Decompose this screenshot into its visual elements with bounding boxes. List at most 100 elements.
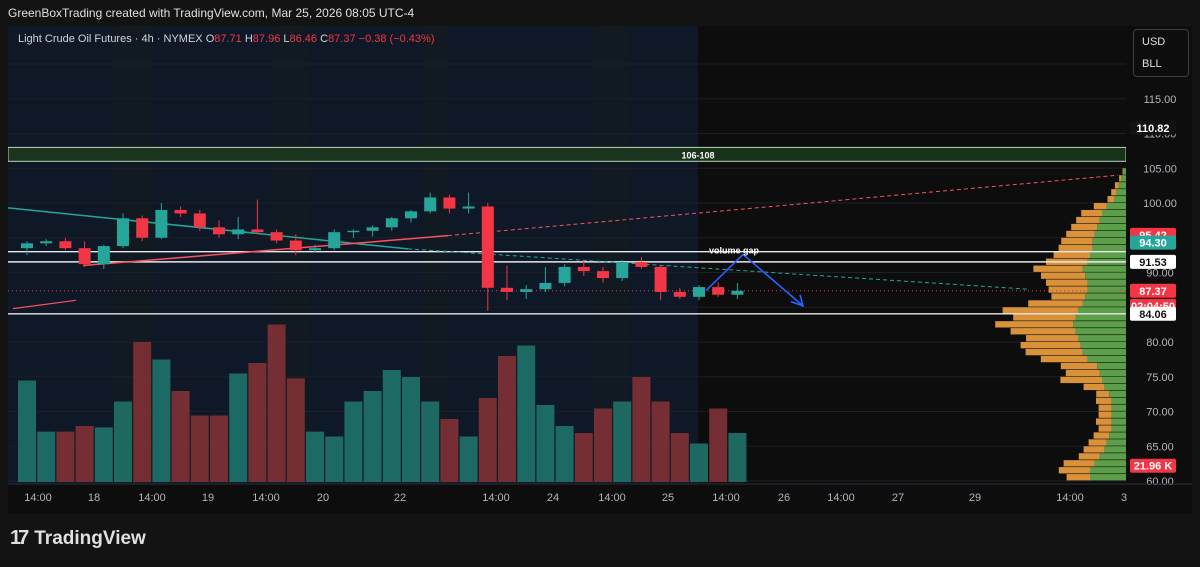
profile-up-row-35 — [1111, 411, 1126, 418]
volume-bar-14 — [286, 378, 305, 482]
profile-up-row-8 — [1097, 223, 1126, 231]
candle-body-12 — [251, 229, 264, 233]
volume-bar-25 — [498, 356, 516, 482]
volume-bar-37 — [728, 433, 747, 482]
volume-bar-5 — [114, 401, 132, 482]
volume-bar-10 — [210, 415, 228, 482]
volume-gap-label: volume gap — [709, 246, 760, 256]
profile-down-row-32 — [1096, 390, 1110, 397]
volume-bar-4 — [94, 427, 113, 482]
profile-down-row-38 — [1093, 432, 1110, 439]
profile-down-row-18 — [1051, 293, 1086, 300]
candle-body-11 — [232, 229, 245, 235]
profile-down-row-22 — [995, 321, 1074, 328]
candle-body-8 — [174, 209, 187, 214]
candle-body-16 — [328, 232, 341, 249]
candles — [21, 192, 744, 311]
profile-up-row-10 — [1092, 237, 1126, 245]
profile-down-row-41 — [1078, 453, 1100, 460]
candle-body-3 — [78, 248, 91, 265]
tradingview-logo[interactable]: 17 TradingView — [10, 527, 146, 550]
time-tick-12: 26 — [778, 492, 790, 504]
candle-body-34 — [673, 291, 686, 297]
candle-body-25 — [501, 287, 513, 292]
chart-canvas[interactable]: 106-108 volume gap 60.00 65.00 70.00 75.00 8… — [8, 26, 1192, 514]
tradingview-mark-icon: 17 — [10, 527, 29, 549]
volume-bar-11 — [229, 373, 248, 482]
volume-bar-21 — [421, 401, 440, 482]
price-badge-bg-6 — [1130, 306, 1176, 321]
profile-up-row-1 — [1121, 175, 1126, 182]
profile-up-row-28 — [1097, 362, 1126, 370]
brand-name: TradingView — [34, 527, 146, 549]
profile-down-row-36 — [1096, 418, 1112, 425]
price-tick-0: 60.00 — [1146, 476, 1174, 488]
profile-up-row-32 — [1109, 390, 1126, 397]
volume-bar-16 — [325, 436, 344, 482]
profile-up-row-44 — [1090, 474, 1126, 481]
profile-up-row-26 — [1082, 348, 1126, 356]
price-tick-6: 90.00 — [1146, 268, 1174, 280]
price-axis: 60.0065.0070.0075.0080.0085.0090.0095.00… — [1126, 26, 1192, 514]
attribution-text: GreenBoxTrading created with TradingView… — [8, 6, 415, 20]
volume-bar-19 — [382, 370, 401, 482]
profile-down-row-21 — [1013, 314, 1076, 321]
price-badge-7: 21.96 K — [1134, 461, 1173, 473]
profile-down-row-5 — [1093, 203, 1107, 210]
arrow-head-icon — [790, 294, 805, 308]
profile-down-row-11 — [1058, 244, 1093, 252]
candle-body-14 — [289, 240, 302, 251]
open-label: O — [205, 33, 215, 45]
profile-down-row-37 — [1098, 425, 1112, 432]
candle-body-15 — [309, 248, 321, 251]
red-short-trendline — [12, 299, 77, 310]
candle-body-22 — [443, 197, 456, 209]
volume-bar-36 — [709, 408, 728, 482]
candle-body-27 — [539, 282, 552, 290]
trendlines — [8, 174, 1119, 310]
volume-bars — [18, 324, 747, 482]
profile-up-row-16 — [1087, 279, 1126, 286]
candle-body-32 — [635, 262, 648, 267]
profile-down-row-31 — [1083, 383, 1105, 391]
profile-down-row-43 — [1058, 467, 1090, 474]
profile-down-row-23 — [1010, 328, 1076, 335]
profile-down-row-26 — [1025, 348, 1083, 356]
high-value: 87.96 — [252, 33, 281, 45]
profile-up-row-34 — [1111, 404, 1126, 411]
profile-up-row-39 — [1106, 439, 1126, 446]
profile-down-row-4 — [1107, 196, 1114, 203]
volume-bar-27 — [536, 405, 555, 482]
currency-unit-selector[interactable]: USD BLL — [1133, 29, 1189, 77]
volume-bar-23 — [459, 436, 478, 482]
profile-up-row-11 — [1092, 244, 1126, 252]
profile-down-row-6 — [1081, 209, 1102, 217]
profile-down-row-20 — [1002, 307, 1078, 314]
symbol-legend[interactable]: Light Crude Oil Futures · 4h · NYMEX O87… — [18, 33, 435, 45]
high-label: H — [244, 33, 253, 45]
unit-label: BLL — [1142, 58, 1162, 70]
profile-up-row-30 — [1102, 376, 1126, 384]
volume-bar-31 — [613, 401, 632, 482]
price-badge-3: 91.53 — [1139, 257, 1167, 269]
time-tick-1: 18 — [88, 492, 100, 504]
profile-up-row-37 — [1111, 425, 1126, 432]
profile-up-row-2 — [1118, 182, 1126, 189]
profile-down-row-28 — [1060, 362, 1098, 370]
time-tick-11: 14:00 — [712, 492, 740, 504]
candle-body-23 — [462, 206, 475, 209]
volume-bar-7 — [152, 359, 171, 482]
profile-up-row-41 — [1099, 453, 1126, 460]
candle-body-35 — [693, 287, 705, 297]
candle-body-18 — [366, 227, 379, 231]
volume-bar-32 — [632, 377, 651, 482]
time-tick-6: 22 — [394, 492, 406, 504]
candle-body-19 — [385, 218, 398, 228]
price-badge-bg-3 — [1130, 254, 1176, 269]
red-trendline-extension — [447, 174, 1119, 237]
volume-bar-9 — [190, 415, 209, 482]
volume-bar-3 — [75, 426, 94, 482]
profile-down-row-1 — [1119, 175, 1122, 182]
profile-up-row-31 — [1104, 383, 1126, 391]
volume-bar-18 — [363, 391, 382, 482]
